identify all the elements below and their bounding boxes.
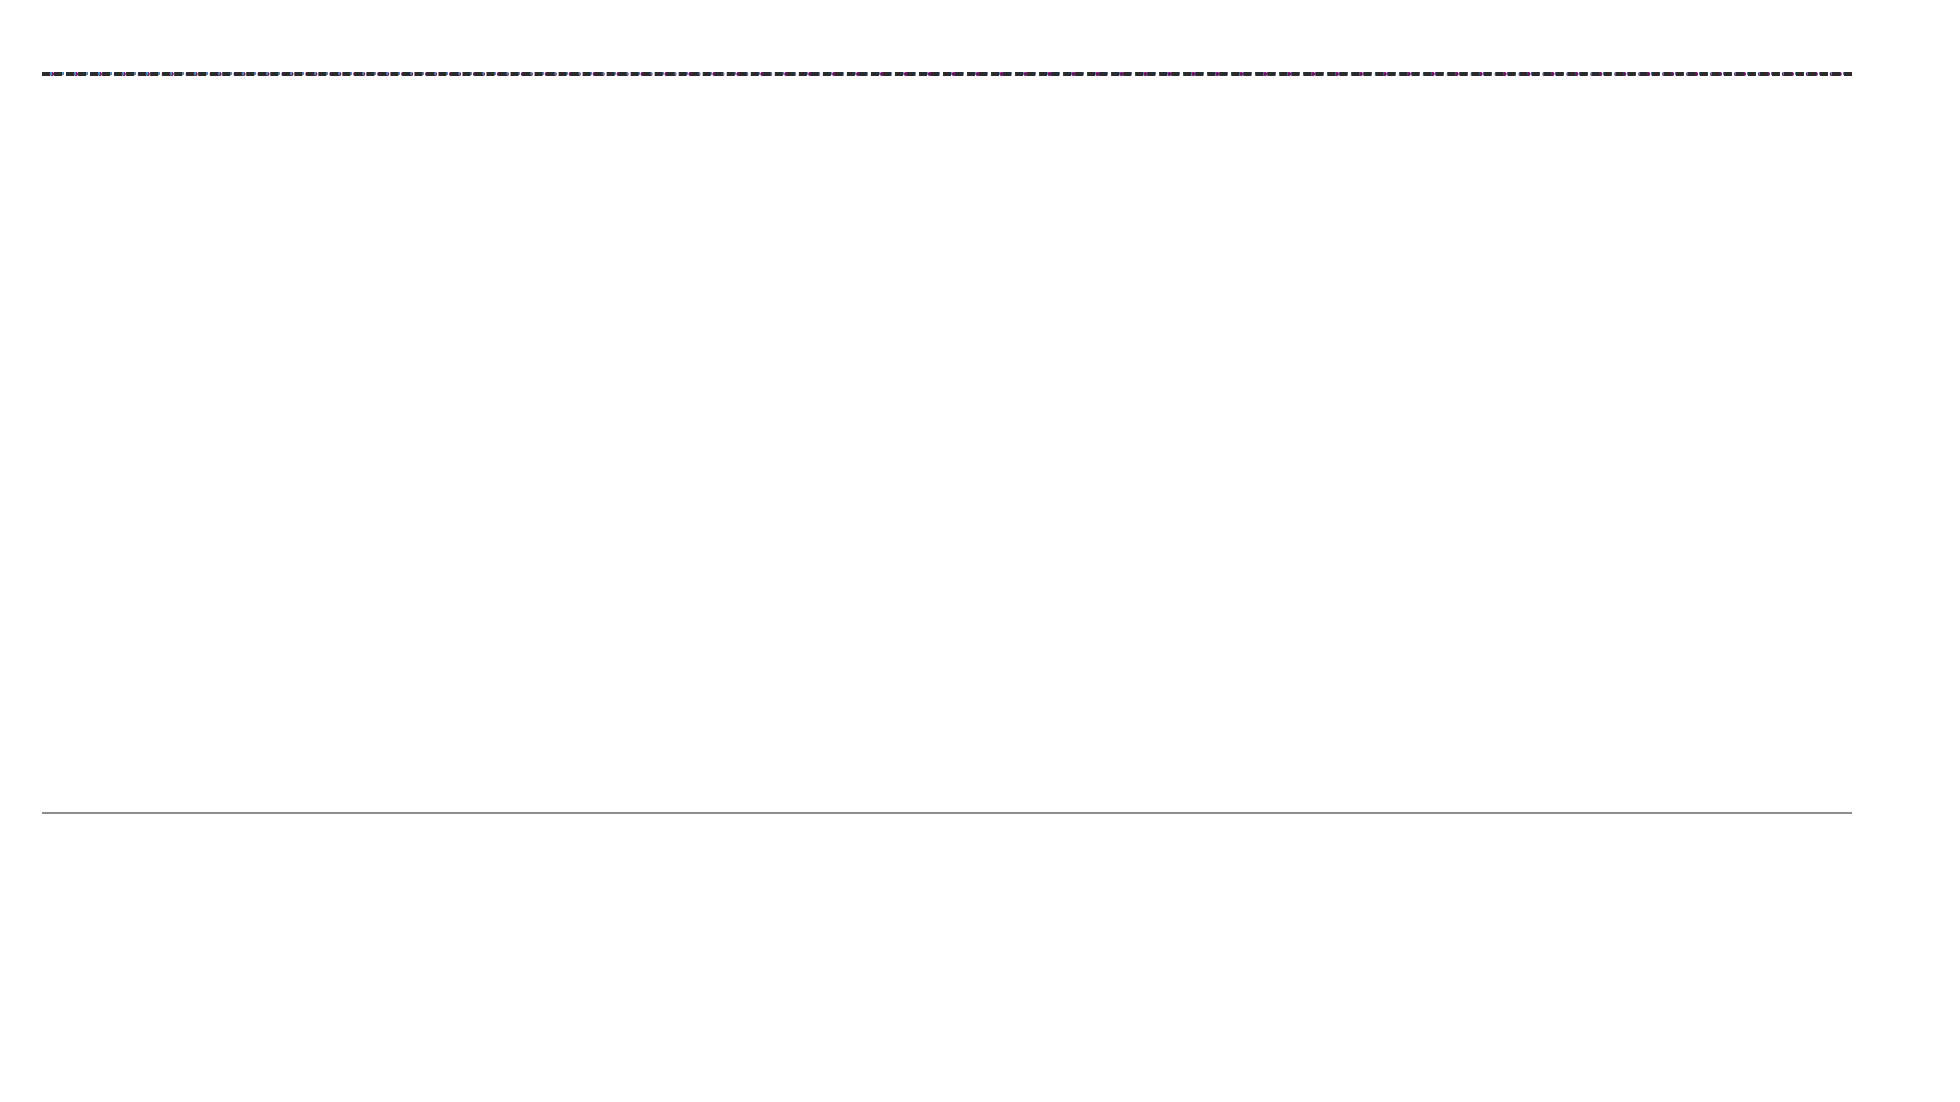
x-axis bbox=[42, 812, 1852, 814]
momentum-signal-curve bbox=[42, 72, 1852, 712]
plot-area bbox=[42, 72, 1852, 712]
model-watching-line bbox=[42, 72, 1852, 76]
